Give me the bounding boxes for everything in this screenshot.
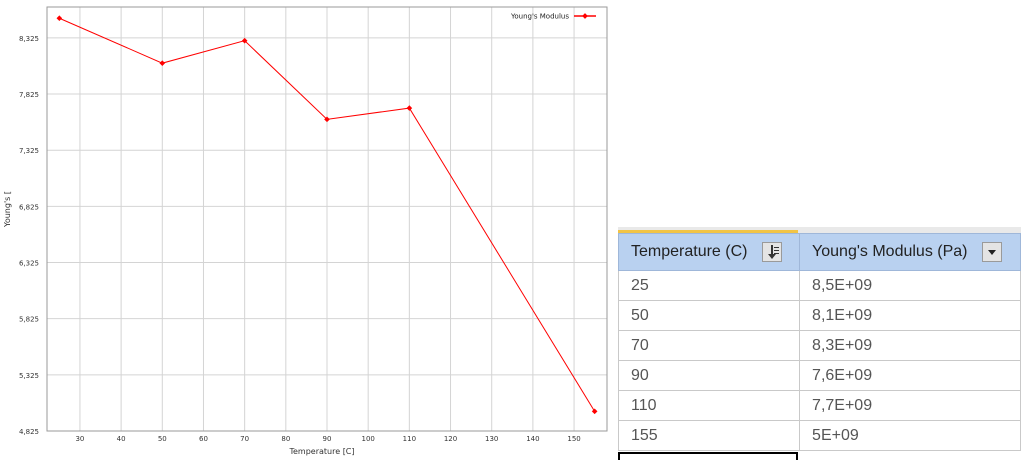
sort-descending-icon[interactable]: [761, 242, 782, 262]
table-cell-youngs-modulus[interactable]: 7,7E+09: [799, 390, 1021, 421]
table-header-row: Temperature (C) Young's Modulus (Pa): [617, 233, 1021, 271]
x-tick-label: 120: [444, 435, 457, 443]
column-header-temperature[interactable]: Temperature (C): [617, 233, 801, 271]
data-point: [56, 15, 63, 22]
table-cell-temperature[interactable]: 70: [617, 330, 801, 361]
chart-panel: 30 40 50 60 70 80 90 100 110 120 130 140 150 4,825 5,3…: [3, 6, 608, 456]
table-cell-temperature[interactable]: 155: [617, 420, 801, 451]
y-tick-label: 7,325: [19, 147, 39, 155]
x-tick-label: 40: [117, 435, 126, 443]
y-tick-label: 7,825: [19, 91, 39, 99]
x-tick-label: 90: [323, 435, 332, 443]
x-tick-label: 80: [281, 435, 290, 443]
y-tick-label: 8,325: [19, 35, 39, 43]
data-point: [324, 116, 330, 123]
table-row[interactable]: 110 7,7E+09: [617, 390, 1021, 421]
table-row[interactable]: 70 8,3E+09: [617, 330, 1021, 361]
table-cell-temperature[interactable]: 90: [617, 360, 801, 391]
table-cell-temperature[interactable]: 110: [617, 390, 801, 421]
x-tick-label: 60: [199, 435, 208, 443]
table-cell-youngs-modulus[interactable]: 8,1E+09: [799, 300, 1021, 331]
dropdown-arrow-icon[interactable]: [981, 242, 1002, 262]
series-line-youngs-modulus: [59, 17, 596, 412]
youngs-modulus-chart: 30 40 50 60 70 80 90 100 110 120 130 140 150 4,825 5,3…: [3, 6, 608, 456]
plot-border: [46, 6, 608, 432]
data-table-panel: Temperature (C) Young's Modulus (Pa) 25 …: [617, 227, 1021, 460]
table-row[interactable]: 90 7,6E+09: [617, 360, 1021, 391]
data-point: [591, 408, 598, 415]
data-table: Temperature (C) Young's Modulus (Pa) 25 …: [617, 233, 1021, 451]
y-tick-label: 5,825: [19, 316, 39, 324]
x-tick-label: 70: [240, 435, 249, 443]
legend-marker: [582, 13, 588, 19]
table-cell-temperature[interactable]: 25: [617, 270, 801, 301]
data-point: [406, 105, 413, 111]
y-tick-label: 5,325: [19, 372, 39, 380]
table-cell-youngs-modulus[interactable]: 8,5E+09: [799, 270, 1021, 301]
x-tick-label: 100: [361, 435, 374, 443]
new-row-cell[interactable]: [618, 452, 798, 460]
x-axis-title: Temperature [C]: [288, 447, 354, 456]
table-cell-temperature[interactable]: 50: [617, 300, 801, 331]
x-tick-label: 150: [567, 435, 580, 443]
y-tick-label: 6,325: [19, 260, 39, 268]
table-row[interactable]: 155 5E+09: [617, 420, 1021, 451]
x-tick-label: 130: [485, 435, 498, 443]
x-tick-label: 110: [403, 435, 416, 443]
y-axis-title: Young's [: [3, 191, 12, 228]
y-tick-label: 4,825: [19, 428, 39, 436]
y-tick-label: 6,825: [19, 203, 39, 211]
table-top-border: [618, 227, 1021, 233]
table-row[interactable]: 50 8,1E+09: [617, 300, 1021, 331]
table-row[interactable]: 25 8,5E+09: [617, 270, 1021, 301]
x-tick-label: 140: [526, 435, 539, 443]
table-cell-youngs-modulus[interactable]: 7,6E+09: [799, 360, 1021, 391]
x-tick-label: 30: [75, 435, 84, 443]
x-tick-label: 50: [158, 435, 167, 443]
table-selection-accent: [618, 230, 798, 233]
table-cell-youngs-modulus[interactable]: 5E+09: [799, 420, 1021, 451]
column-header-label: Temperature (C): [631, 243, 748, 261]
column-header-youngs-modulus[interactable]: Young's Modulus (Pa): [799, 233, 1021, 271]
table-cell-youngs-modulus[interactable]: 8,3E+09: [799, 330, 1021, 361]
column-header-label: Young's Modulus (Pa): [812, 243, 968, 261]
legend-label: Young's Modulus: [510, 13, 569, 21]
